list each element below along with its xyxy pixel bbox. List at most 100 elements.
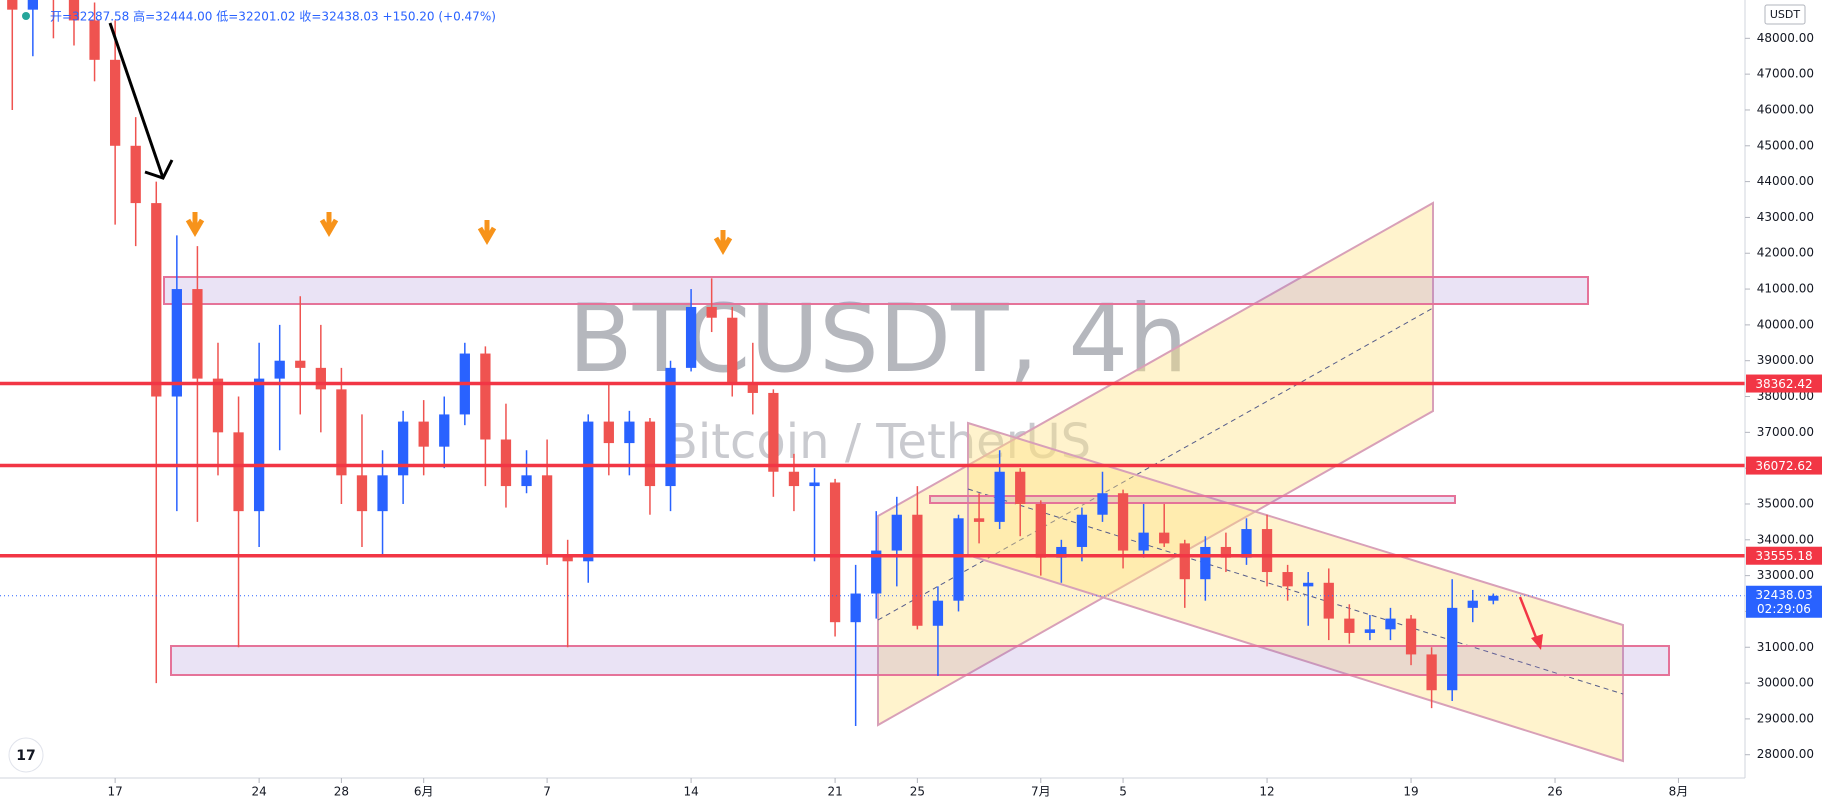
candle-body [89, 20, 100, 60]
y-tick-label: 31000.00 [1757, 640, 1814, 654]
candle-body [1220, 546, 1232, 558]
candle-body [7, 0, 18, 10]
candle-body [541, 475, 553, 555]
down-arrow [319, 212, 339, 237]
level-label-box [1746, 456, 1822, 475]
axes: 28000.0029000.0030000.0031000.0032000.00… [107, 31, 1822, 799]
candle-body [932, 600, 944, 626]
x-tick-label: 21 [827, 785, 842, 799]
y-tick-label: 28000.00 [1757, 747, 1814, 761]
candle-body [953, 518, 964, 601]
red-arrow [1518, 596, 1539, 641]
candle-body [624, 421, 635, 444]
logo: 17 [8, 737, 44, 773]
candle-body [356, 475, 368, 512]
candle-body [233, 432, 244, 512]
candle-body [336, 389, 347, 476]
price-axis [1745, 0, 1822, 805]
x-tick-label: 12 [1259, 785, 1274, 799]
candle-body [521, 475, 532, 487]
y-tick-label: 46000.00 [1757, 102, 1814, 116]
x-tick-label: 25 [910, 785, 925, 799]
candle-body [1179, 543, 1190, 580]
down-arrow [185, 212, 205, 237]
candle-body [685, 306, 697, 368]
y-tick-label: 43000.00 [1757, 210, 1814, 224]
candle-body [1056, 546, 1067, 558]
x-tick-label: 6月 [414, 785, 434, 799]
candle-body [68, 0, 80, 21]
support-zone [170, 645, 1670, 676]
down-arrow [713, 230, 733, 255]
candle-body [418, 421, 429, 447]
candle-body [1159, 532, 1170, 544]
candles [7, 0, 1499, 727]
x-tick-label: 7 [543, 785, 551, 799]
annotations [0, 22, 1745, 650]
y-tick-label: 44000.00 [1757, 174, 1814, 188]
candle-body [1385, 618, 1396, 630]
x-tick-label: 8月 [1669, 785, 1689, 799]
y-tick-label: 45000.00 [1757, 138, 1814, 152]
candle-body [151, 203, 162, 397]
candle-body [1015, 471, 1026, 504]
y-tick-label: 35000.00 [1757, 496, 1814, 510]
y-tick-label: 33000.00 [1757, 568, 1814, 582]
down-arrow [477, 220, 497, 245]
candle-body [706, 306, 717, 318]
status-dot [22, 12, 30, 20]
candle-body [665, 367, 676, 487]
ohlc-header: 开=32287.58 高=32444.00 低=32201.02 收=32438… [50, 9, 496, 24]
candle-body [1282, 572, 1293, 587]
candle-body [788, 471, 800, 487]
y-tick-label: 30000.00 [1757, 676, 1814, 690]
candle-body [1323, 582, 1334, 619]
candle-body [994, 471, 1005, 522]
candle-body [809, 482, 820, 487]
x-tick-label: 19 [1403, 785, 1418, 799]
candle-body [130, 145, 141, 204]
time-axis [0, 778, 1745, 805]
x-tick-label: 7月 [1031, 785, 1051, 799]
candle-body [1364, 629, 1376, 633]
candle-body [1117, 493, 1129, 551]
y-tick-label: 34000.00 [1757, 532, 1814, 546]
candle-body [891, 514, 902, 551]
x-tick-label: 28 [334, 785, 349, 799]
x-tick-label: 17 [107, 785, 122, 799]
candle-body [1426, 654, 1437, 691]
candle-body [1261, 529, 1273, 573]
candle-body [377, 475, 388, 512]
y-tick-label: 41000.00 [1757, 282, 1814, 296]
candle-body [829, 482, 841, 623]
resistance-zone [163, 276, 1589, 305]
candle-body [1200, 546, 1211, 580]
candle-body [295, 360, 306, 368]
candle-body [1241, 529, 1252, 558]
x-tick-label: 26 [1547, 785, 1562, 799]
candle-body [480, 353, 491, 440]
candle-body [603, 421, 614, 444]
candle-body [1447, 607, 1458, 691]
candle-body [1405, 618, 1417, 655]
candle-body [500, 439, 512, 487]
candle-body [253, 378, 265, 512]
y-tick-label: 37000.00 [1757, 425, 1814, 439]
level-label-box [1746, 546, 1822, 565]
x-tick-label: 24 [251, 785, 266, 799]
y-tick-label: 29000.00 [1757, 711, 1814, 725]
countdown-label: 02:29:06 [1757, 602, 1811, 616]
x-tick-label: 14 [683, 785, 698, 799]
candle-body [315, 367, 326, 390]
candle-body [1344, 618, 1355, 633]
candle-body [171, 289, 182, 397]
y-tick-label: 48000.00 [1757, 31, 1814, 45]
watermark-subtitle: Bitcoin / TetherUS [665, 414, 1091, 470]
candle-body [1035, 503, 1046, 558]
currency-box [1764, 4, 1806, 25]
candle-body [1076, 514, 1088, 547]
candle-body [973, 518, 985, 522]
candle-body [109, 59, 121, 146]
svg-text:17: 17 [16, 748, 35, 764]
